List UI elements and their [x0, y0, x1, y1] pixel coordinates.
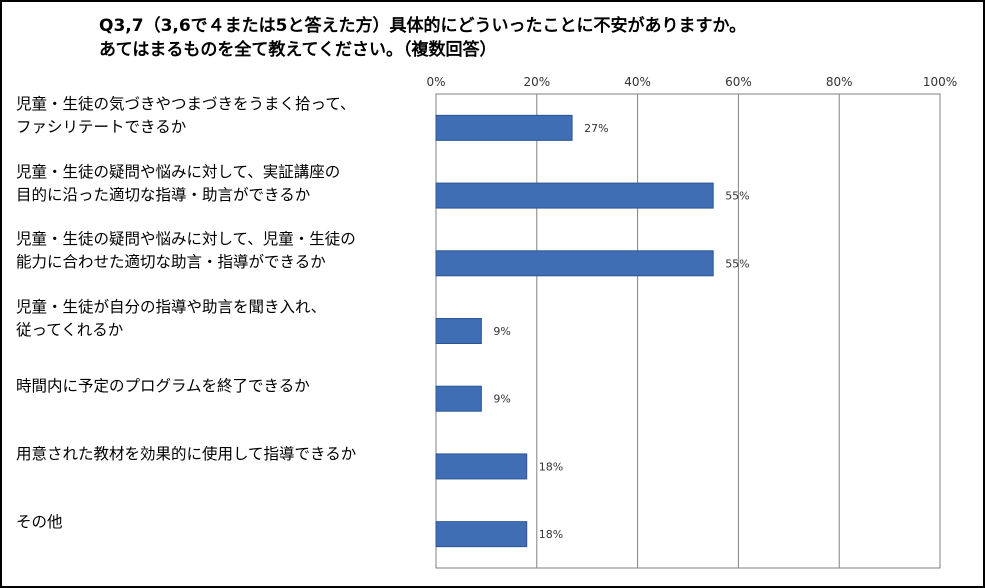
bar [435, 453, 528, 480]
x-tick-label: 20% [523, 75, 550, 89]
data-label: 55% [725, 257, 749, 270]
data-label: 9% [493, 393, 510, 406]
category-label: 児童・生徒の気づきやつまづきをうまく拾って、 ファシリテートできるか [16, 93, 426, 139]
category-label-line: 時間内に予定のプログラムを終了できるか [16, 377, 310, 396]
category-label: 児童・生徒の疑問や悩みに対して、実証講座の 目的に沿った適切な指導・助言ができるか [16, 161, 426, 207]
category-label: 児童・生徒の疑問や悩みに対して、児童・生徒の 能力に合わせた適切な助言・指導ができ… [16, 228, 426, 274]
x-tick-label: 40% [624, 75, 651, 89]
category-label-line: 児童・生徒の疑問や悩みに対して、実証講座の [16, 162, 341, 181]
data-label: 9% [493, 325, 510, 338]
x-tick-label: 0% [426, 75, 445, 89]
category-label: 時間内に予定のプログラムを終了できるか [16, 375, 426, 398]
category-label-line: 用意された教材を効果的に使用して指導できるか [16, 444, 357, 463]
bar [435, 250, 714, 277]
data-label: 27% [584, 122, 608, 135]
plot-area [435, 93, 941, 569]
category-label-line: 児童・生徒が自分の指導や助言を聞き入れ、 [16, 298, 327, 316]
chart-title-line-1: Q3,7（3,6で４または5と答えた方）具体的にどういったことに不安がありますか… [99, 16, 747, 36]
bar [435, 521, 528, 548]
data-label: 55% [725, 190, 749, 203]
bar [435, 318, 482, 344]
x-tick-label: 80% [826, 75, 853, 89]
x-tick-label: 60% [725, 75, 752, 89]
category-label-line: 児童・生徒の疑問や悩みに対して、児童・生徒の [16, 230, 356, 249]
category-label-line: 従ってくれるか [16, 321, 124, 339]
chart-title: Q3,7（3,6で４または5と答えた方）具体的にどういったことに不安がありますか… [99, 14, 746, 62]
category-label: 用意された教材を効果的に使用して指導できるか [16, 443, 426, 466]
category-label: その他 [16, 511, 426, 534]
category-label-line: 能力に合わせた適切な助言・指導ができるか [16, 253, 326, 272]
data-label: 18% [539, 460, 563, 473]
bar [435, 114, 573, 141]
category-label-line: ファシリテートできるか [16, 117, 187, 136]
category-label-line: 目的に沿った適切な指導・助言ができるか [16, 185, 311, 204]
bar [435, 182, 714, 209]
chart-title-line-2: あてはまるものを全て教えてください。（複数回答） [99, 40, 497, 60]
bar [435, 385, 482, 412]
x-tick-label: 100% [923, 75, 957, 89]
category-label: 児童・生徒が自分の指導や助言を聞き入れ、 従ってくれるか [16, 296, 426, 342]
category-label-line: その他 [16, 512, 63, 531]
data-label: 18% [539, 528, 563, 541]
category-label-line: 児童・生徒の気づきやつまづきをうまく拾って、 [16, 94, 356, 113]
